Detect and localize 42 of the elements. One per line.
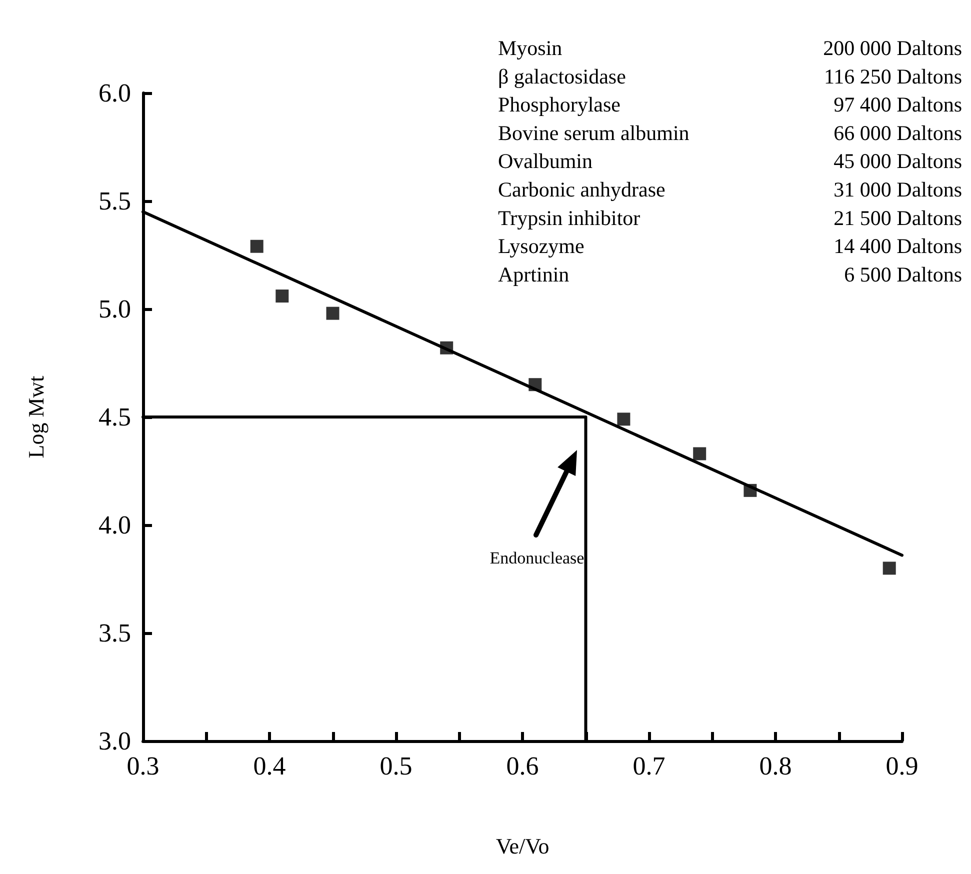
y-tick-label: 4.0 [98, 510, 131, 540]
point [250, 240, 264, 253]
annotation: 97 400 Daltons [834, 92, 962, 117]
annotation: 31 000 Daltons [834, 178, 962, 202]
x-axis-title: Ve/Vo [496, 834, 550, 858]
x-tick-label: 0.6 [506, 752, 539, 780]
x-tick-label: 0.7 [632, 752, 666, 780]
annotation: 45 000 Daltons [834, 149, 962, 174]
annotation: 14 400 Daltons [834, 234, 962, 258]
x-tick-label: 0.9 [886, 752, 918, 780]
annotation: Lysozyme [498, 234, 584, 258]
point [276, 290, 289, 303]
point [528, 378, 542, 392]
y-tick-label: 3.5 [98, 618, 131, 648]
point [440, 341, 454, 354]
annotation: Bovine serum albumin [498, 120, 690, 145]
y-tick-label: 5.0 [98, 294, 131, 324]
annotation: Aprtinin [498, 262, 570, 286]
text: β galactosidase [498, 64, 626, 88]
annotation: 6 500 Daltons [844, 262, 962, 286]
annotation: Phosphorylase [498, 92, 620, 117]
y-axis-title: Log Mwt [24, 376, 48, 458]
text: Myosin [498, 36, 563, 60]
annotation: 21 500 Daltons [834, 206, 962, 230]
text: 200 000 Daltons [823, 36, 962, 60]
annotation: Carbonic anhydrase [498, 178, 666, 202]
y-tick-label: 4.5 [98, 402, 131, 432]
point [744, 484, 757, 497]
point [326, 306, 340, 320]
x-tick-label: 0.5 [380, 752, 412, 780]
annotation: 66 000 Daltons [834, 120, 962, 145]
y-tick-label: 5.5 [98, 186, 131, 216]
x-tick-label: 0.4 [253, 752, 286, 780]
point [882, 562, 896, 575]
text: 116 250 Daltons [824, 64, 962, 88]
point [693, 447, 706, 460]
x-tick-label: 0.8 [759, 752, 792, 780]
annotation: Trypsin inhibitor [498, 206, 640, 230]
point [617, 412, 630, 426]
annotation: Ovalbumin [498, 149, 593, 174]
annotation: Endonuclease [490, 548, 584, 568]
y-tick-label: 6.0 [98, 78, 131, 108]
